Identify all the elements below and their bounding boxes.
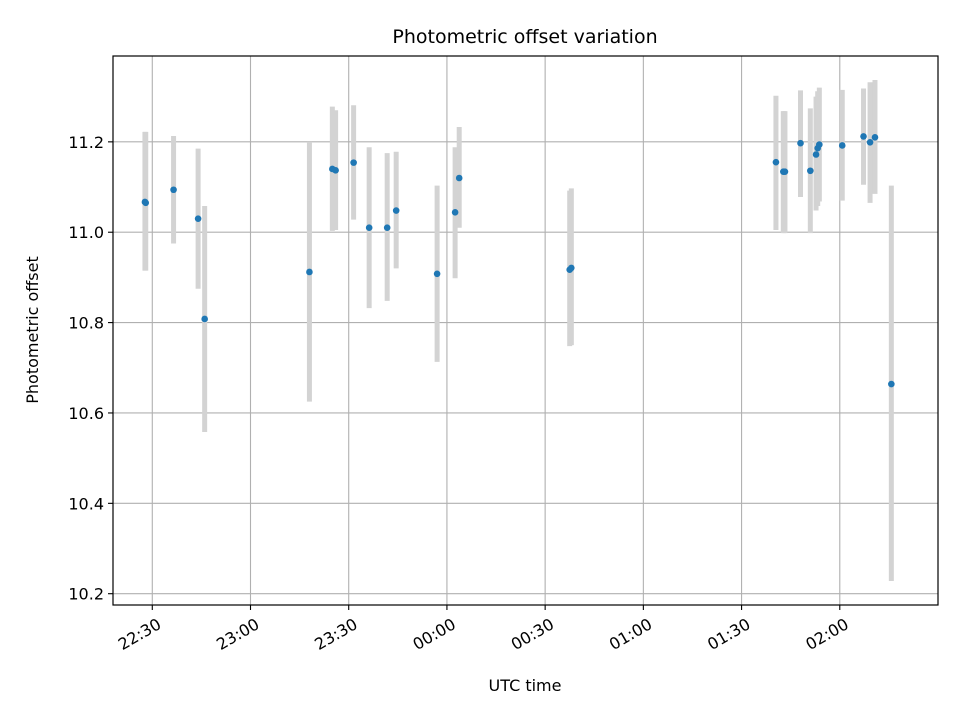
- data-point: [866, 139, 874, 146]
- data-point: [201, 315, 208, 323]
- data-point: [451, 209, 459, 216]
- data-point: [860, 133, 867, 140]
- x-axis-title: UTC time: [489, 676, 562, 695]
- data-point: [455, 174, 463, 182]
- y-tick-label: 10.2: [68, 585, 104, 604]
- y-tick-label: 10.6: [68, 404, 104, 423]
- chart-title: Photometric offset variation: [392, 26, 657, 48]
- data-point: [350, 159, 357, 166]
- y-tick-label: 11.2: [68, 133, 104, 152]
- y-axis-ticks: 10.2 10.4 10.6 10.8 11.0 11.2: [68, 133, 113, 604]
- data-point: [816, 141, 823, 148]
- data-point: [772, 158, 780, 166]
- data-point: [383, 224, 391, 232]
- data-points: [141, 133, 895, 388]
- data-point: [568, 264, 575, 272]
- data-point: [797, 139, 804, 147]
- data-point: [433, 270, 441, 278]
- data-point: [170, 186, 177, 194]
- data-point: [838, 142, 846, 149]
- data-point: [306, 268, 313, 276]
- y-axis-title: Photometric offset: [23, 256, 42, 404]
- data-point: [781, 168, 789, 175]
- data-point: [807, 167, 814, 175]
- data-point: [812, 151, 820, 158]
- data-point: [392, 207, 400, 214]
- data-point: [365, 224, 373, 232]
- y-tick-label: 10.4: [68, 494, 104, 513]
- data-point: [871, 134, 879, 141]
- data-point: [142, 199, 150, 207]
- y-tick-label: 10.8: [68, 314, 104, 333]
- data-point: [888, 380, 895, 388]
- data-point: [332, 167, 339, 174]
- plot-frame: [112, 55, 939, 606]
- y-tick-label: 11.0: [68, 223, 104, 242]
- data-point: [194, 215, 202, 222]
